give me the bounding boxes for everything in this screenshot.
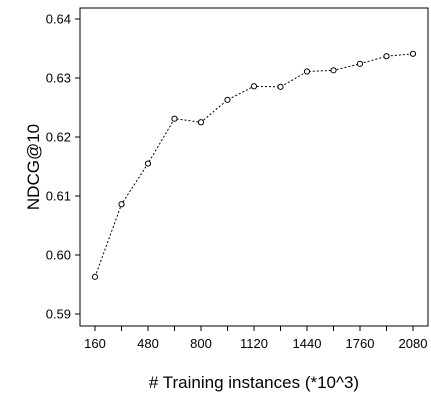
x-tick-label: 160 (84, 336, 106, 351)
x-tick-label: 2080 (399, 336, 428, 351)
x-axis-title: # Training instances (*10^3) (149, 373, 359, 392)
data-point (383, 53, 390, 60)
y-axis-title: NDCG@10 (24, 124, 43, 210)
data-point (197, 119, 205, 126)
data-point (250, 83, 258, 90)
y-tick-label: 0.60 (46, 248, 71, 263)
data-point (277, 83, 284, 90)
y-tick-label: 0.62 (46, 130, 71, 145)
x-tick-label: 1120 (240, 336, 268, 351)
x-tick-label: 480 (137, 336, 159, 351)
data-point (356, 60, 364, 67)
data-point (330, 67, 337, 74)
data-point (303, 68, 311, 75)
y-tick-label: 0.64 (46, 12, 71, 27)
x-axis: 160 480 800 1120 1440 1760 2080 (84, 326, 427, 351)
data-point (224, 96, 231, 103)
x-tick-label: 1440 (293, 336, 322, 351)
x-tick-label: 1760 (346, 336, 375, 351)
data-series (91, 50, 417, 280)
y-tick-label: 0.63 (46, 71, 71, 86)
data-point (118, 201, 125, 208)
plot-frame (79, 7, 429, 327)
data-point (91, 273, 99, 280)
y-axis: 0.59 0.60 0.61 0.62 0.63 0.64 (46, 12, 80, 322)
y-tick-label: 0.59 (46, 307, 71, 322)
data-point (409, 50, 417, 57)
y-tick-label: 0.61 (46, 189, 71, 204)
data-point (144, 160, 152, 167)
x-tick-label: 800 (190, 336, 212, 351)
data-point (171, 115, 178, 122)
